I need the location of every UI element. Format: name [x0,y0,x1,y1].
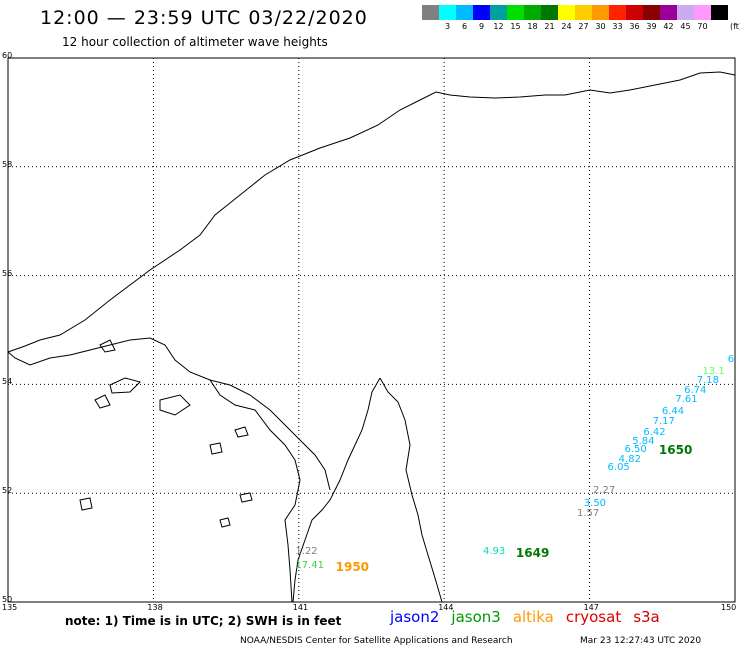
longitude-label: 135 [2,603,18,612]
scale-label: 36 [629,22,640,31]
wave-height-label: 1649 [515,546,550,561]
map-frame [7,57,736,603]
lat-lon-grid [8,58,735,602]
coastline-okhotsk-north [7,71,736,353]
scale-swatch [711,5,728,32]
scale-label: 9 [478,22,485,31]
latitude-label: 56 [2,268,13,278]
map-subtitle: 12 hour collection of altimeter wave hei… [62,35,328,49]
wave-height-label: 4.82 [618,454,641,466]
wave-height-label: 1650 [658,443,693,458]
coastline-okhotsk-bay [7,337,331,491]
scale-label: 33 [612,22,623,31]
wave-height-label: 6.42 [643,426,666,438]
scale-swatch: 24 [558,5,575,32]
coastline-mainland-amur [209,379,301,603]
footer-note: note: 1) Time is in UTC; 2) SWH is in fe… [65,614,342,628]
scale-label: 21 [544,22,555,31]
wave-height-label: 13.1 [702,365,725,377]
wave-height-label: 6.74 [684,384,707,396]
scale-swatch: 42 [660,5,677,32]
latitude-label: 58 [2,159,13,169]
wave-height-label: 3.50 [583,498,607,510]
scale-label: 30 [595,22,606,31]
wave-height-label: 6 [727,354,735,366]
scale-swatch: 6 [456,5,473,32]
wave-height-label: 6.50 [624,443,647,455]
coastline-shantar-islands [94,339,191,416]
footer-timestamp: Mar 23 12:27:43 UTC 2020 [580,636,702,646]
scale-swatch: 33 [609,5,626,32]
scale-label: 39 [646,22,657,31]
scale-swatch: 3 [439,5,456,32]
scale-label: 12 [493,22,504,31]
wave-height-label: 2.27 [592,485,616,497]
satellite-legend-item: cryosat [565,608,622,626]
wave-height-label: 6.44 [661,406,685,418]
scale-swatch: 12 [490,5,507,32]
wave-height-label: 4.93 [482,546,506,558]
wave-height-label: 7.17 [652,415,675,427]
latitude-label: 52 [2,486,13,496]
scale-label: 27 [578,22,589,31]
scale-swatch: 21 [541,5,558,32]
wave-height-label: 1.57 [576,508,600,520]
wave-height-label: 17.41 [295,560,325,572]
satellite-legend-item: jason2 [390,608,440,626]
map-title: 12:00 — 23:59 UTC 03/22/2020 [40,7,368,29]
latitude-label: 54 [2,377,13,387]
scale-unit: (ft) [730,22,740,31]
scale-label: 42 [663,22,674,31]
scale-swatch: 45 [677,5,694,32]
wave-height-label: 1.22 [295,546,318,558]
scale-swatch: 39 [643,5,660,32]
wave-height-label: 6.05 [607,462,630,474]
scale-label: 6 [461,22,468,31]
longitude-label: 144 [438,603,454,612]
scale-swatch: 30 [592,5,609,32]
wave-height-label: 5.84 [632,435,655,447]
scale-label: 24 [561,22,572,31]
satellite-legend-item: altika [512,608,554,626]
wave-height-label: 7.61 [675,394,698,406]
wave-height-label: 7.18 [696,375,719,387]
longitude-label: 147 [583,603,599,612]
scale-label: 3 [444,22,451,31]
scale-label: 70 [697,22,708,31]
longitude-label: 150 [721,603,737,612]
longitude-label: 141 [292,603,309,612]
footer-credit: NOAA/NESDIS Center for Satellite Applica… [240,636,513,646]
longitude-label: 138 [147,603,163,612]
satellite-legend-item: jason3 [451,608,501,626]
scale-swatch: 70 [694,5,711,32]
scale-swatch: 9 [473,5,490,32]
scale-swatch: 18 [524,5,541,32]
wave-height-label: 1950 [335,560,370,575]
scale-swatch: 27 [575,5,592,32]
latitude-label: 50 [2,595,13,604]
coastline-sakhalin [292,377,443,603]
satellite-legend-item: s3a [633,608,660,626]
scale-label: 18 [527,22,538,31]
coastline-small-islets [79,426,253,528]
scale-swatch: 15 [507,5,524,32]
satellite-legend: jason2 jason3 altika cryosat s3a [390,608,672,626]
scale-label: 15 [510,22,521,31]
scale-swatch [422,5,439,32]
latitude-label: 60 [2,51,13,60]
scale-label: 45 [680,22,691,31]
scale-swatch: 36 [626,5,643,32]
